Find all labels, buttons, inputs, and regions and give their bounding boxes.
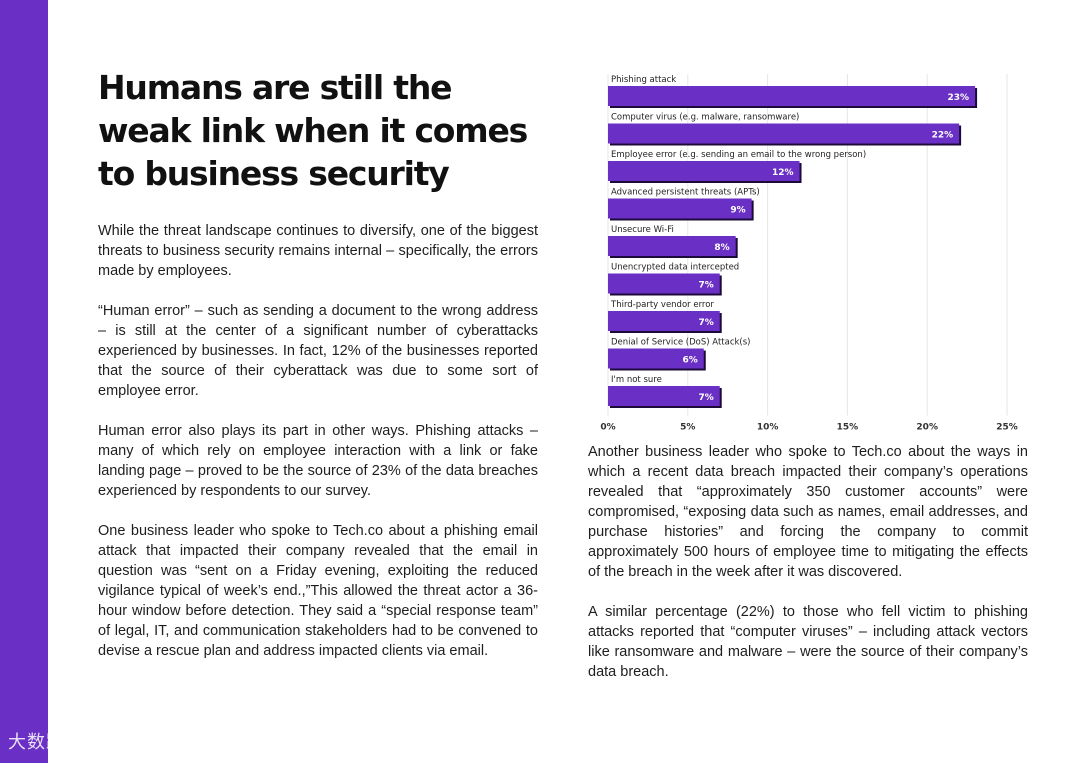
category-label: Unencrypted data intercepted [611,263,739,273]
bar [608,311,720,331]
data-label: 7% [698,318,713,328]
bar [608,386,720,406]
data-label: 22% [932,131,954,141]
data-label: 23% [948,93,970,103]
bar [608,348,704,369]
right-column: Another business leader who spoke to Tec… [588,442,1028,702]
bar [608,236,736,256]
bar [608,273,720,294]
bar [608,198,752,219]
x-tick-label: 20% [916,423,938,431]
category-label: Third-party vendor error [610,300,714,310]
accent-sidebar [0,0,48,763]
category-label: Computer virus (e.g. malware, ransomware… [611,113,799,123]
bar [608,123,960,144]
category-label: Denial of Service (DoS) Attack(s) [611,338,750,348]
category-label: Advanced persistent threats (APTs) [611,188,760,198]
paragraph-business-leader: One business leader who spoke to Tech.co… [98,523,538,659]
category-label: Employee error (e.g. sending an email to… [611,150,866,160]
bar [608,161,800,181]
paragraph-computer-viruses: A similar percentage (22%) to those who … [588,604,1028,680]
x-tick-label: 10% [757,423,779,431]
data-label: 7% [698,393,713,403]
category-label: Unsecure Wi-Fi [611,225,674,235]
page-title: Humans are still the weak link when it c… [98,68,528,193]
category-label: Phishing attack [611,75,676,85]
x-tick-label: 5% [680,423,695,431]
category-label: I'm not sure [611,375,662,385]
paragraph-phishing: Human error also plays its part in other… [98,423,538,499]
paragraph-human-error: “Human error” – such as sending a docume… [98,303,538,399]
paragraph-data-breach-impact: Another business leader who spoke to Tec… [588,444,1028,580]
x-tick-label: 0% [600,423,615,431]
threat-sources-bar-chart: Phishing attack 23% Computer virus (e.g. m… [600,74,1018,431]
paragraph-threat-landscape: While the threat landscape continues to … [98,223,538,279]
x-tick-label: 15% [837,423,859,431]
data-label: 7% [698,281,713,291]
data-label: 12% [772,168,794,178]
data-label: 9% [730,206,745,216]
left-column: While the threat landscape continues to … [98,221,538,681]
data-label: 6% [682,356,697,366]
watermark-logo: 大数跨境 [8,732,84,753]
data-label: 8% [714,243,729,253]
x-tick-label: 25% [996,423,1018,431]
bar [608,86,976,106]
